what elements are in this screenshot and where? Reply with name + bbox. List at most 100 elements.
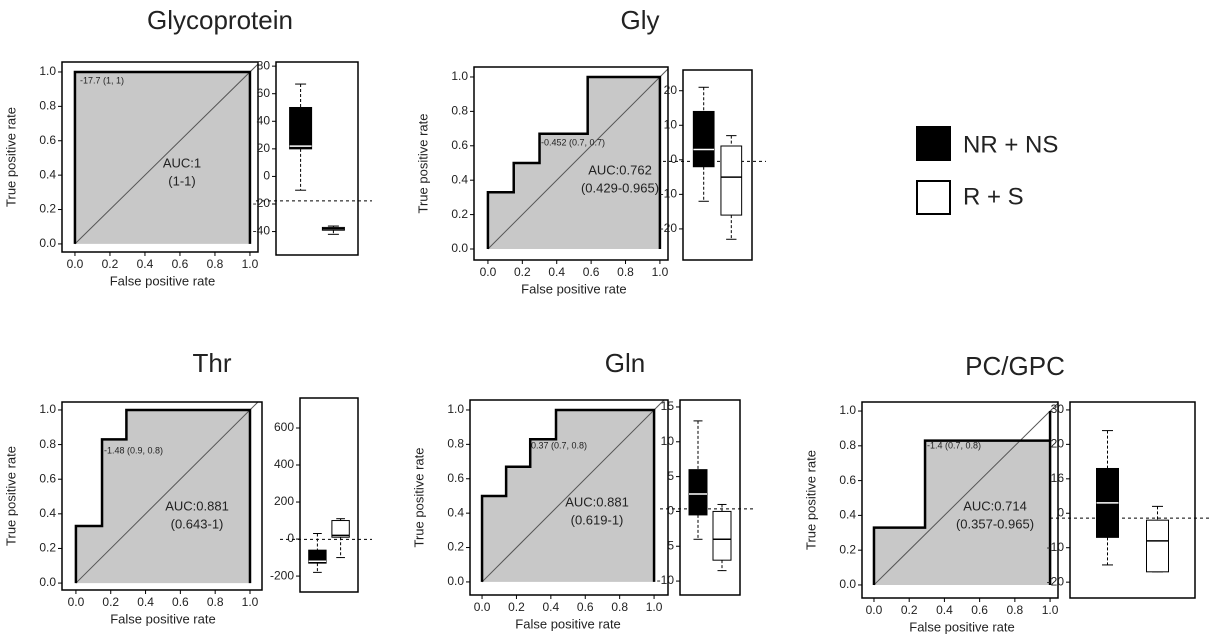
box <box>331 520 350 538</box>
y-tick-label: 0.4 <box>39 506 56 520</box>
y-tick-label: 0.6 <box>451 138 468 152</box>
y-tick-label: 0.6 <box>39 133 56 147</box>
cutoff-label: -1.48 (0.9, 0.8) <box>104 445 163 455</box>
auc-label: AUC:0.881 <box>565 494 629 509</box>
plot-frame <box>473 66 669 261</box>
y-tick-label: 0.2 <box>451 207 468 221</box>
y-tick-label: 600 <box>274 420 294 434</box>
x-tick-label: 0.4 <box>137 257 154 271</box>
y-tick-label: 0.2 <box>447 540 464 554</box>
box <box>308 549 327 564</box>
y-tick-label: 20 <box>1051 437 1065 451</box>
y-tick-label: 0.8 <box>451 104 468 118</box>
x-tick-label: 0.8 <box>207 595 224 609</box>
y-tick-label: 1.0 <box>39 64 56 78</box>
x-tick-label: 1.0 <box>652 265 669 279</box>
y-tick-label: -20 <box>660 221 678 235</box>
x-tick-label: 0.6 <box>971 603 988 617</box>
diagonal <box>873 402 1059 586</box>
y-tick-label: 0.0 <box>39 236 56 250</box>
x-tick-label: 0.2 <box>102 257 119 271</box>
y-tick-label: 0.4 <box>451 172 468 186</box>
diagonal <box>487 68 669 250</box>
y-tick-label: 10 <box>661 434 675 448</box>
x-tick-label: 0.8 <box>611 600 628 614</box>
x-tick-label: 0.8 <box>207 257 224 271</box>
x-axis-label: False positive rate <box>521 281 627 296</box>
ci-label: (1-1) <box>168 173 195 188</box>
y-tick-label: 0.2 <box>839 542 856 556</box>
y-tick-label: 1.0 <box>39 402 56 416</box>
x-tick-label: 0.8 <box>617 265 634 279</box>
y-tick-label: -20 <box>253 196 271 210</box>
y-tick-label: 40 <box>257 113 271 127</box>
x-tick-label: 1.0 <box>242 595 259 609</box>
y-tick-label: 1.0 <box>451 69 468 83</box>
x-tick-label: 0.4 <box>137 595 154 609</box>
y-tick-label: 30 <box>1051 402 1065 416</box>
y-tick-label: 1.0 <box>447 402 464 416</box>
y-tick-label: 0.2 <box>39 202 56 216</box>
diagonal <box>74 63 259 245</box>
x-tick-label: 0.0 <box>866 603 883 617</box>
y-tick-label: -10 <box>657 573 675 587</box>
y-tick-label: 20 <box>664 83 678 97</box>
y-tick-label: -10 <box>1047 540 1065 554</box>
y-tick-label: 0 <box>287 531 294 545</box>
y-tick-label: 0 <box>263 169 270 183</box>
y-tick-label: 0.6 <box>839 473 856 487</box>
box <box>289 106 313 150</box>
x-axis-label: False positive rate <box>909 619 1015 634</box>
roc-curve <box>480 408 656 582</box>
roc-curve <box>486 75 662 249</box>
y-tick-label: 0.0 <box>447 574 464 588</box>
plot-frame <box>679 399 741 596</box>
y-axis-label: True positive rate <box>411 448 426 548</box>
y-axis-label: True positive rate <box>803 450 818 550</box>
plot-frame <box>61 61 259 253</box>
ci-label: (0.357-0.965) <box>956 516 1034 531</box>
y-tick-label: 80 <box>257 58 271 72</box>
y-tick-label: 0.8 <box>839 438 856 452</box>
y-tick-label: -20 <box>1047 574 1065 588</box>
x-tick-label: 0.6 <box>583 265 600 279</box>
roc-curve <box>73 70 252 244</box>
y-tick-label: -40 <box>253 224 271 238</box>
box <box>688 469 708 516</box>
y-tick-label: 200 <box>274 494 294 508</box>
y-tick-label: 0.4 <box>447 505 464 519</box>
cutoff-label: 0.37 (0.7, 0.8) <box>531 440 587 450</box>
legend-label: NR + NS <box>963 131 1058 158</box>
y-tick-label: 0.8 <box>447 437 464 451</box>
x-tick-label: 1.0 <box>646 600 663 614</box>
x-tick-label: 0.0 <box>67 257 84 271</box>
plot-frame <box>299 397 359 593</box>
y-tick-label: 0.4 <box>39 167 56 181</box>
auc-label: AUC:1 <box>163 155 201 170</box>
y-tick-label: 1.0 <box>839 403 856 417</box>
auc-label: AUC:0.881 <box>165 498 229 513</box>
y-tick-label: 0.2 <box>39 541 56 555</box>
chart-title: Gly <box>621 5 660 35</box>
y-axis-label: True positive rate <box>415 114 430 214</box>
chart-title: PC/GPC <box>965 351 1065 381</box>
ci-label: (0.429-0.965) <box>581 180 659 195</box>
x-tick-label: 1.0 <box>1042 603 1059 617</box>
y-tick-label: -200 <box>270 568 294 582</box>
x-tick-label: 0.4 <box>548 265 565 279</box>
y-tick-label: 0 <box>670 152 677 166</box>
plot-frame <box>682 69 753 261</box>
y-tick-label: 20 <box>257 141 271 155</box>
x-tick-label: 0.2 <box>102 595 119 609</box>
y-tick-label: 0.8 <box>39 99 56 113</box>
y-tick-label: -10 <box>660 187 678 201</box>
box <box>712 510 732 561</box>
chart-title: Gln <box>605 348 645 378</box>
legend-swatch <box>916 180 951 215</box>
x-axis-label: False positive rate <box>110 273 216 288</box>
y-tick-label: 0.4 <box>839 508 856 522</box>
x-tick-label: 0.2 <box>508 600 525 614</box>
diagonal <box>481 399 665 583</box>
legend-swatch <box>916 126 951 161</box>
